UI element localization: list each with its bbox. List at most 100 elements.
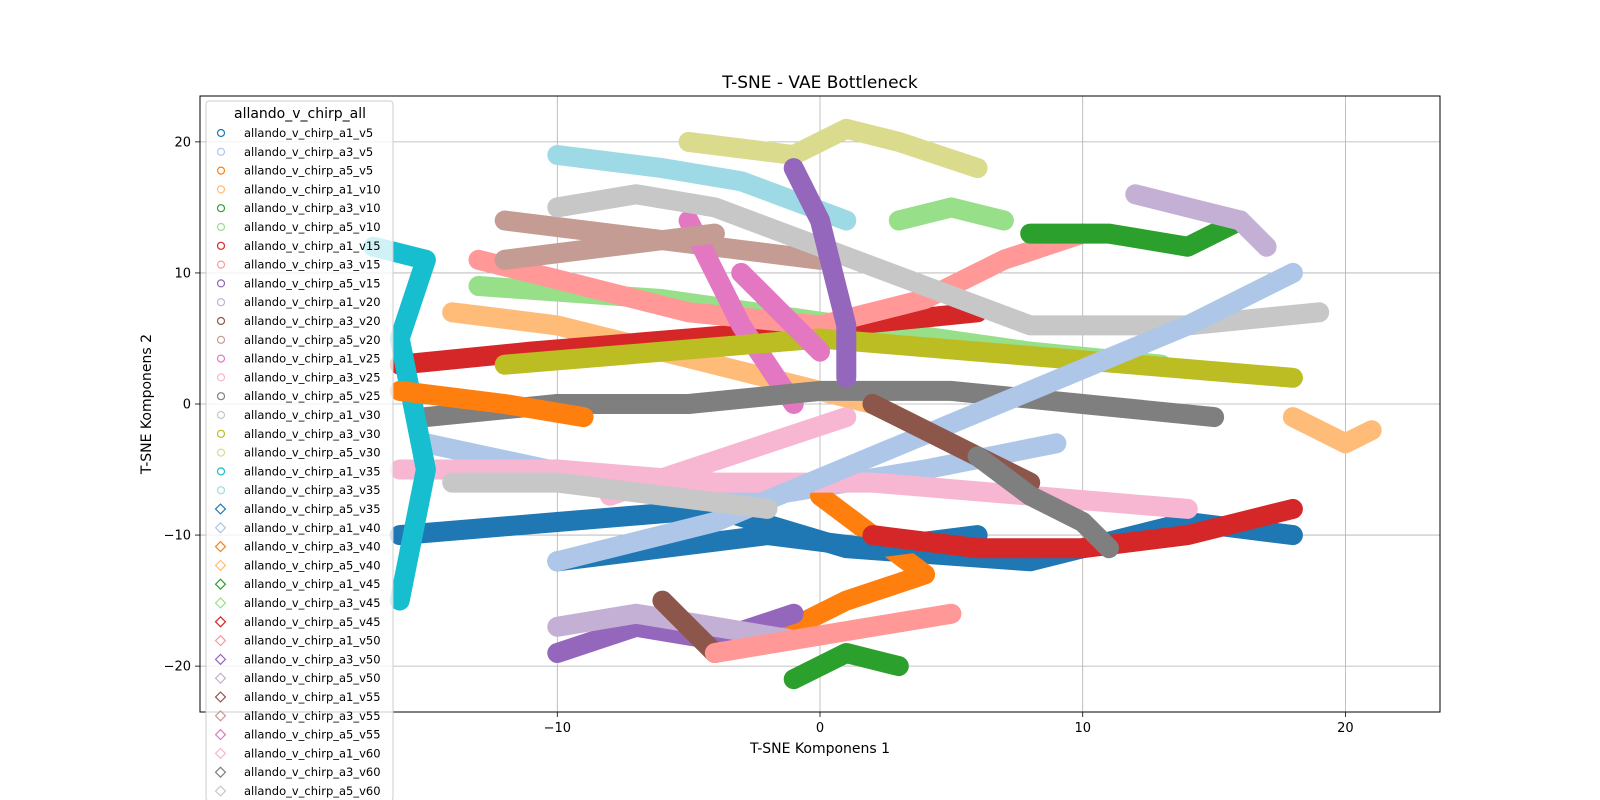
data-point [815, 386, 825, 396]
data-point [762, 360, 773, 370]
legend-label: allando_v_chirp_a3_v35 [244, 483, 381, 497]
legend-item: allando_v_chirp_a1_v35 [216, 464, 381, 478]
legend-item: allando_v_chirp_a3_v15 [216, 258, 381, 272]
data-point [892, 214, 906, 228]
legend-item: allando_v_chirp_a5_v25 [216, 389, 381, 403]
legend-item: allando_v_chirp_a5_v60 [214, 784, 381, 798]
legend-label: allando_v_chirp_a3_v10 [244, 201, 381, 215]
legend-marker [214, 691, 227, 703]
data-point [1286, 502, 1300, 516]
y-axis-label: T-SNE Komponens 2 [139, 334, 155, 475]
legend-marker [216, 467, 226, 476]
legend-label: allando_v_chirp_a3_v20 [244, 314, 381, 328]
data-point [894, 661, 904, 671]
legend-item: allando_v_chirp_a1_v10 [216, 182, 381, 196]
legend-label: allando_v_chirp_a5_v35 [244, 502, 381, 516]
legend-marker [216, 222, 226, 232]
data-point [550, 554, 564, 568]
data-point [944, 607, 958, 621]
data-point [971, 541, 985, 555]
series-allando_v_chirp_a5_v40 [1282, 407, 1382, 454]
data-point [473, 281, 484, 291]
data-point [710, 202, 720, 213]
data-point [577, 410, 591, 424]
legend-item: allando_v_chirp_a3_v40 [214, 540, 381, 554]
data-point [1286, 410, 1300, 424]
legend-item: allando_v_chirp_a3_v25 [216, 370, 381, 384]
data-point [789, 674, 799, 684]
data-point [500, 215, 510, 226]
series-band [1282, 407, 1382, 454]
legend-marker [214, 728, 227, 741]
series-allando_v_chirp_a3_v15 [468, 223, 1093, 336]
data-point [971, 449, 985, 463]
legend-item: allando_v_chirp_a1_v45 [214, 577, 381, 591]
legend-item: allando_v_chirp_a1_v55 [214, 690, 381, 704]
data-point [760, 528, 774, 542]
data-point [1260, 240, 1274, 254]
data-point [789, 609, 799, 619]
legend-label: allando_v_chirp_a3_v30 [244, 427, 381, 441]
data-point [1288, 530, 1298, 540]
series-band [389, 380, 594, 428]
legend-label: allando_v_chirp_a1_v5 [244, 126, 373, 140]
data-point [997, 214, 1011, 228]
data-point [839, 318, 853, 332]
legend-label: allando_v_chirp_a5_v10 [244, 220, 381, 234]
data-point [1023, 227, 1037, 241]
legend-label: allando_v_chirp_a1_v55 [244, 690, 381, 704]
legend-marker [216, 316, 226, 326]
data-point [684, 137, 694, 147]
legend-label: allando_v_chirp_a1_v45 [244, 577, 381, 591]
legend-marker [214, 766, 227, 778]
data-point [760, 436, 774, 450]
series-band [494, 223, 725, 270]
legend-marker [214, 559, 227, 572]
series-allando_v_chirp_a5_v60 [442, 472, 778, 519]
data-point [736, 176, 746, 186]
data-point [708, 515, 722, 529]
series-band [862, 498, 1303, 559]
series-band [599, 407, 857, 506]
series-band [363, 236, 436, 611]
legend-label: allando_v_chirp_a1_v10 [244, 182, 381, 196]
legend-item: allando_v_chirp_a1_v50 [214, 634, 381, 648]
data-point [866, 528, 880, 542]
data-point [1286, 266, 1300, 280]
data-point [1128, 187, 1142, 201]
legend-label: allando_v_chirp_a5_v45 [244, 615, 381, 629]
legend-item: allando_v_chirp_a1_v30 [216, 408, 381, 422]
data-point [826, 266, 840, 280]
legend-marker [214, 597, 227, 609]
data-point [500, 360, 510, 370]
data-point [839, 371, 853, 385]
data-point [498, 253, 512, 267]
legend-label: allando_v_chirp_a5_v60 [244, 784, 381, 798]
legend-label: allando_v_chirp_a3_v60 [244, 765, 381, 779]
data-point [445, 476, 459, 490]
data-point [421, 255, 431, 265]
data-point [760, 502, 774, 516]
legend-item: allando_v_chirp_a3_v45 [214, 596, 381, 610]
legend-marker [214, 540, 227, 553]
data-point [710, 622, 720, 632]
legend-label: allando_v_chirp_a5_v5 [244, 164, 373, 178]
series-allando_v_chirp_a3_v55 [494, 223, 725, 270]
data-point [1365, 423, 1379, 437]
data-point [395, 595, 405, 606]
legend-label: allando_v_chirp_a1_v60 [244, 746, 381, 760]
data-point [1102, 541, 1116, 555]
data-point [841, 648, 851, 658]
data-point [552, 517, 562, 527]
series-allando_v_chirp_a5_v50 [1125, 184, 1277, 257]
legend-marker [216, 128, 226, 138]
legend-item: allando_v_chirp_a1_v60 [214, 746, 381, 760]
y-tick-label: 20 [174, 135, 191, 150]
series-band [783, 485, 936, 637]
legend-item: allando_v_chirp_a5_v15 [216, 276, 381, 290]
series-allando_v_chirp_a3_v35 [547, 145, 857, 231]
data-point [1338, 436, 1352, 450]
data-point [918, 423, 932, 437]
series-band [389, 302, 988, 375]
series-band [494, 328, 1303, 388]
